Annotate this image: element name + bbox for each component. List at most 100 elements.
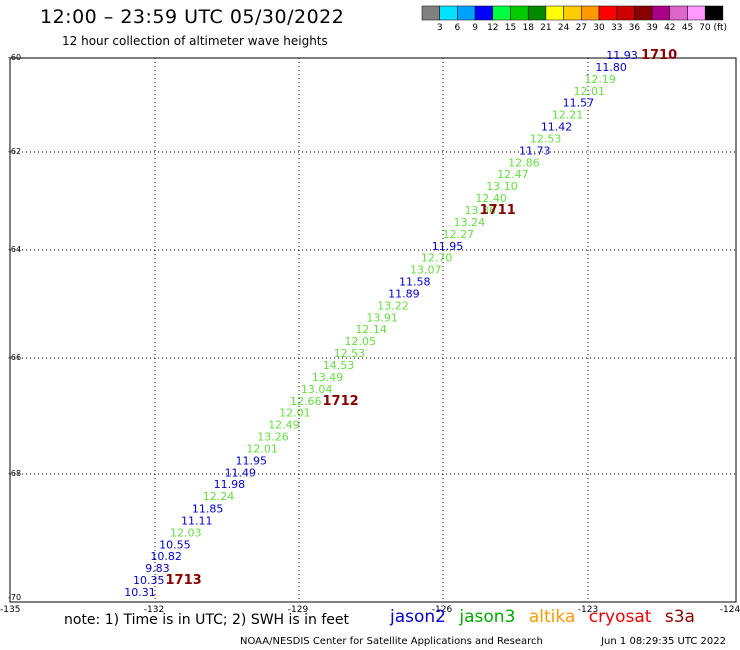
wave-height-point: 12.21 — [552, 109, 584, 122]
colorbar-swatch — [634, 5, 653, 21]
wave-height-point: 12.66 — [290, 395, 322, 408]
wave-height-point: 11.89 — [388, 287, 420, 300]
x-tick-label: -132 — [144, 605, 164, 615]
y-tick-label: -70 — [8, 593, 21, 602]
colorbar-label: 3 — [437, 23, 443, 33]
tick-labels: -135 -132 -129 -126 -123 -124 -60 -62 -64 -66 -68 -… — [0, 53, 740, 615]
colorbar-swatch — [457, 5, 476, 21]
legend-altika: altika — [528, 607, 576, 627]
wave-height-point: 11.49 — [225, 466, 257, 479]
colorbar-label: 39 — [646, 23, 658, 33]
colorbar-label: 30 — [593, 23, 605, 33]
colorbar-swatch — [581, 5, 600, 21]
y-tick-label: -68 — [8, 469, 21, 478]
hour-labels: 1710 1711 1712 1713 — [166, 48, 678, 588]
wave-height-point: 13.91 — [366, 311, 398, 324]
wave-height-point: 13.36 — [464, 204, 496, 217]
wave-height-point: 11.85 — [192, 503, 224, 516]
x-tick-label: -135 — [0, 605, 20, 615]
x-tick-label: -124 — [720, 605, 740, 615]
wave-height-point: 13.04 — [301, 383, 333, 396]
colorbar-swatch — [492, 5, 511, 21]
colorbar-label: 42 — [664, 23, 675, 33]
colorbar-label: 6 — [455, 23, 461, 33]
hour-label: 1711 — [480, 203, 516, 218]
y-tick-label: -64 — [8, 245, 21, 254]
wave-height-point: 11.11 — [181, 514, 213, 527]
colorbar-swatch — [545, 5, 564, 21]
colorbar-swatch — [510, 5, 529, 21]
wave-height-point: 12.01 — [279, 407, 311, 420]
gridlines — [10, 58, 736, 602]
hour-label: 1713 — [166, 573, 202, 588]
wave-height-point: 11.58 — [399, 276, 431, 289]
wave-height-point: 12.03 — [170, 526, 202, 539]
wave-height-point: 12.01 — [574, 85, 606, 98]
colorbar-label: 9 — [472, 23, 478, 33]
wave-height-point: 12.53 — [334, 347, 366, 360]
colorbar-label: 36 — [629, 23, 641, 33]
y-tick-label: -62 — [8, 147, 21, 156]
wave-height-point: 9.83 — [145, 562, 170, 575]
legend-cryosat: cryosat — [588, 607, 652, 627]
hour-label: 1710 — [641, 48, 677, 63]
colorbar-swatch — [421, 5, 440, 21]
wave-height-point: 14.53 — [323, 359, 355, 372]
wave-height-point: 13.24 — [454, 216, 486, 229]
wave-height-point: 10.31 — [124, 586, 156, 599]
wave-height-point: 12.01 — [246, 442, 278, 455]
wave-height-point: 13.22 — [377, 299, 409, 312]
colorbar-swatch — [474, 5, 494, 21]
colorbar-swatch — [563, 5, 582, 21]
wave-height-point: 12.14 — [355, 323, 387, 336]
y-tick-label: -60 — [8, 53, 21, 62]
wave-height-point: 12.40 — [475, 192, 507, 205]
legend-jason3: jason3 — [459, 607, 516, 627]
colorbar-label: 24 — [558, 23, 570, 33]
colorbar-label: 15 — [505, 23, 516, 33]
wave-height-point: 13.26 — [257, 431, 289, 444]
colorbar-label: 21 — [540, 23, 551, 33]
wave-height-point: 12.05 — [345, 335, 377, 348]
wave-height-point: 13.49 — [312, 371, 344, 384]
wave-height-point: 13.10 — [486, 180, 518, 193]
colorbar-swatch — [527, 5, 547, 21]
colorbar-swatch — [439, 5, 458, 21]
wave-height-point: 12.49 — [268, 419, 300, 432]
y-tick-label: -66 — [8, 353, 21, 362]
legend-s3a: s3a — [664, 607, 695, 627]
x-tick-label: -129 — [288, 605, 309, 615]
wave-height-point: 12.86 — [508, 156, 540, 169]
hour-label: 1712 — [323, 394, 359, 409]
timestamp-label: Jun 1 08:29:35 UTC 2022 — [601, 636, 726, 647]
colorbar-swatch — [669, 5, 688, 21]
colorbar-swatch — [687, 5, 706, 21]
wave-height-point: 11.95 — [235, 454, 267, 467]
legend-jason2: jason2 — [390, 607, 446, 627]
colorbar-label: 70 (ft) — [699, 23, 727, 33]
wave-height-point: 11.93 — [606, 49, 638, 62]
colorbar-swatch — [616, 5, 635, 21]
footer-note: note: 1) Time is in UTC; 2) SWH is in fe… — [64, 612, 350, 628]
wave-height-point: 10.35 — [133, 574, 165, 587]
wave-height-point: 11.73 — [519, 144, 551, 157]
wave-height-point: 12.70 — [421, 252, 453, 265]
wave-height-point: 10.82 — [150, 550, 182, 563]
wave-height-point: 12.47 — [497, 168, 529, 181]
wave-height-point: 11.57 — [563, 97, 595, 110]
wave-height-point: 11.42 — [541, 121, 573, 134]
colorbar-label: 12 — [487, 23, 498, 33]
wave-height-point: 10.55 — [159, 538, 191, 551]
colorbar-label: 33 — [611, 23, 622, 33]
wave-height-point: 12.53 — [530, 132, 562, 145]
chart-subtitle: 12 hour collection of altimeter wave hei… — [62, 34, 328, 48]
wave-height-point: 12.27 — [443, 228, 475, 241]
colorbar-swatch — [651, 5, 671, 21]
colorbar-label: 45 — [682, 23, 693, 33]
wave-height-point: 12.19 — [584, 73, 616, 86]
colorbar-label: 27 — [576, 23, 587, 33]
chart-title: 12:00 – 23:59 UTC 05/30/2022 — [40, 6, 345, 28]
footer-credit: NOAA/NESDIS Center for Satellite Applica… — [0, 636, 740, 647]
